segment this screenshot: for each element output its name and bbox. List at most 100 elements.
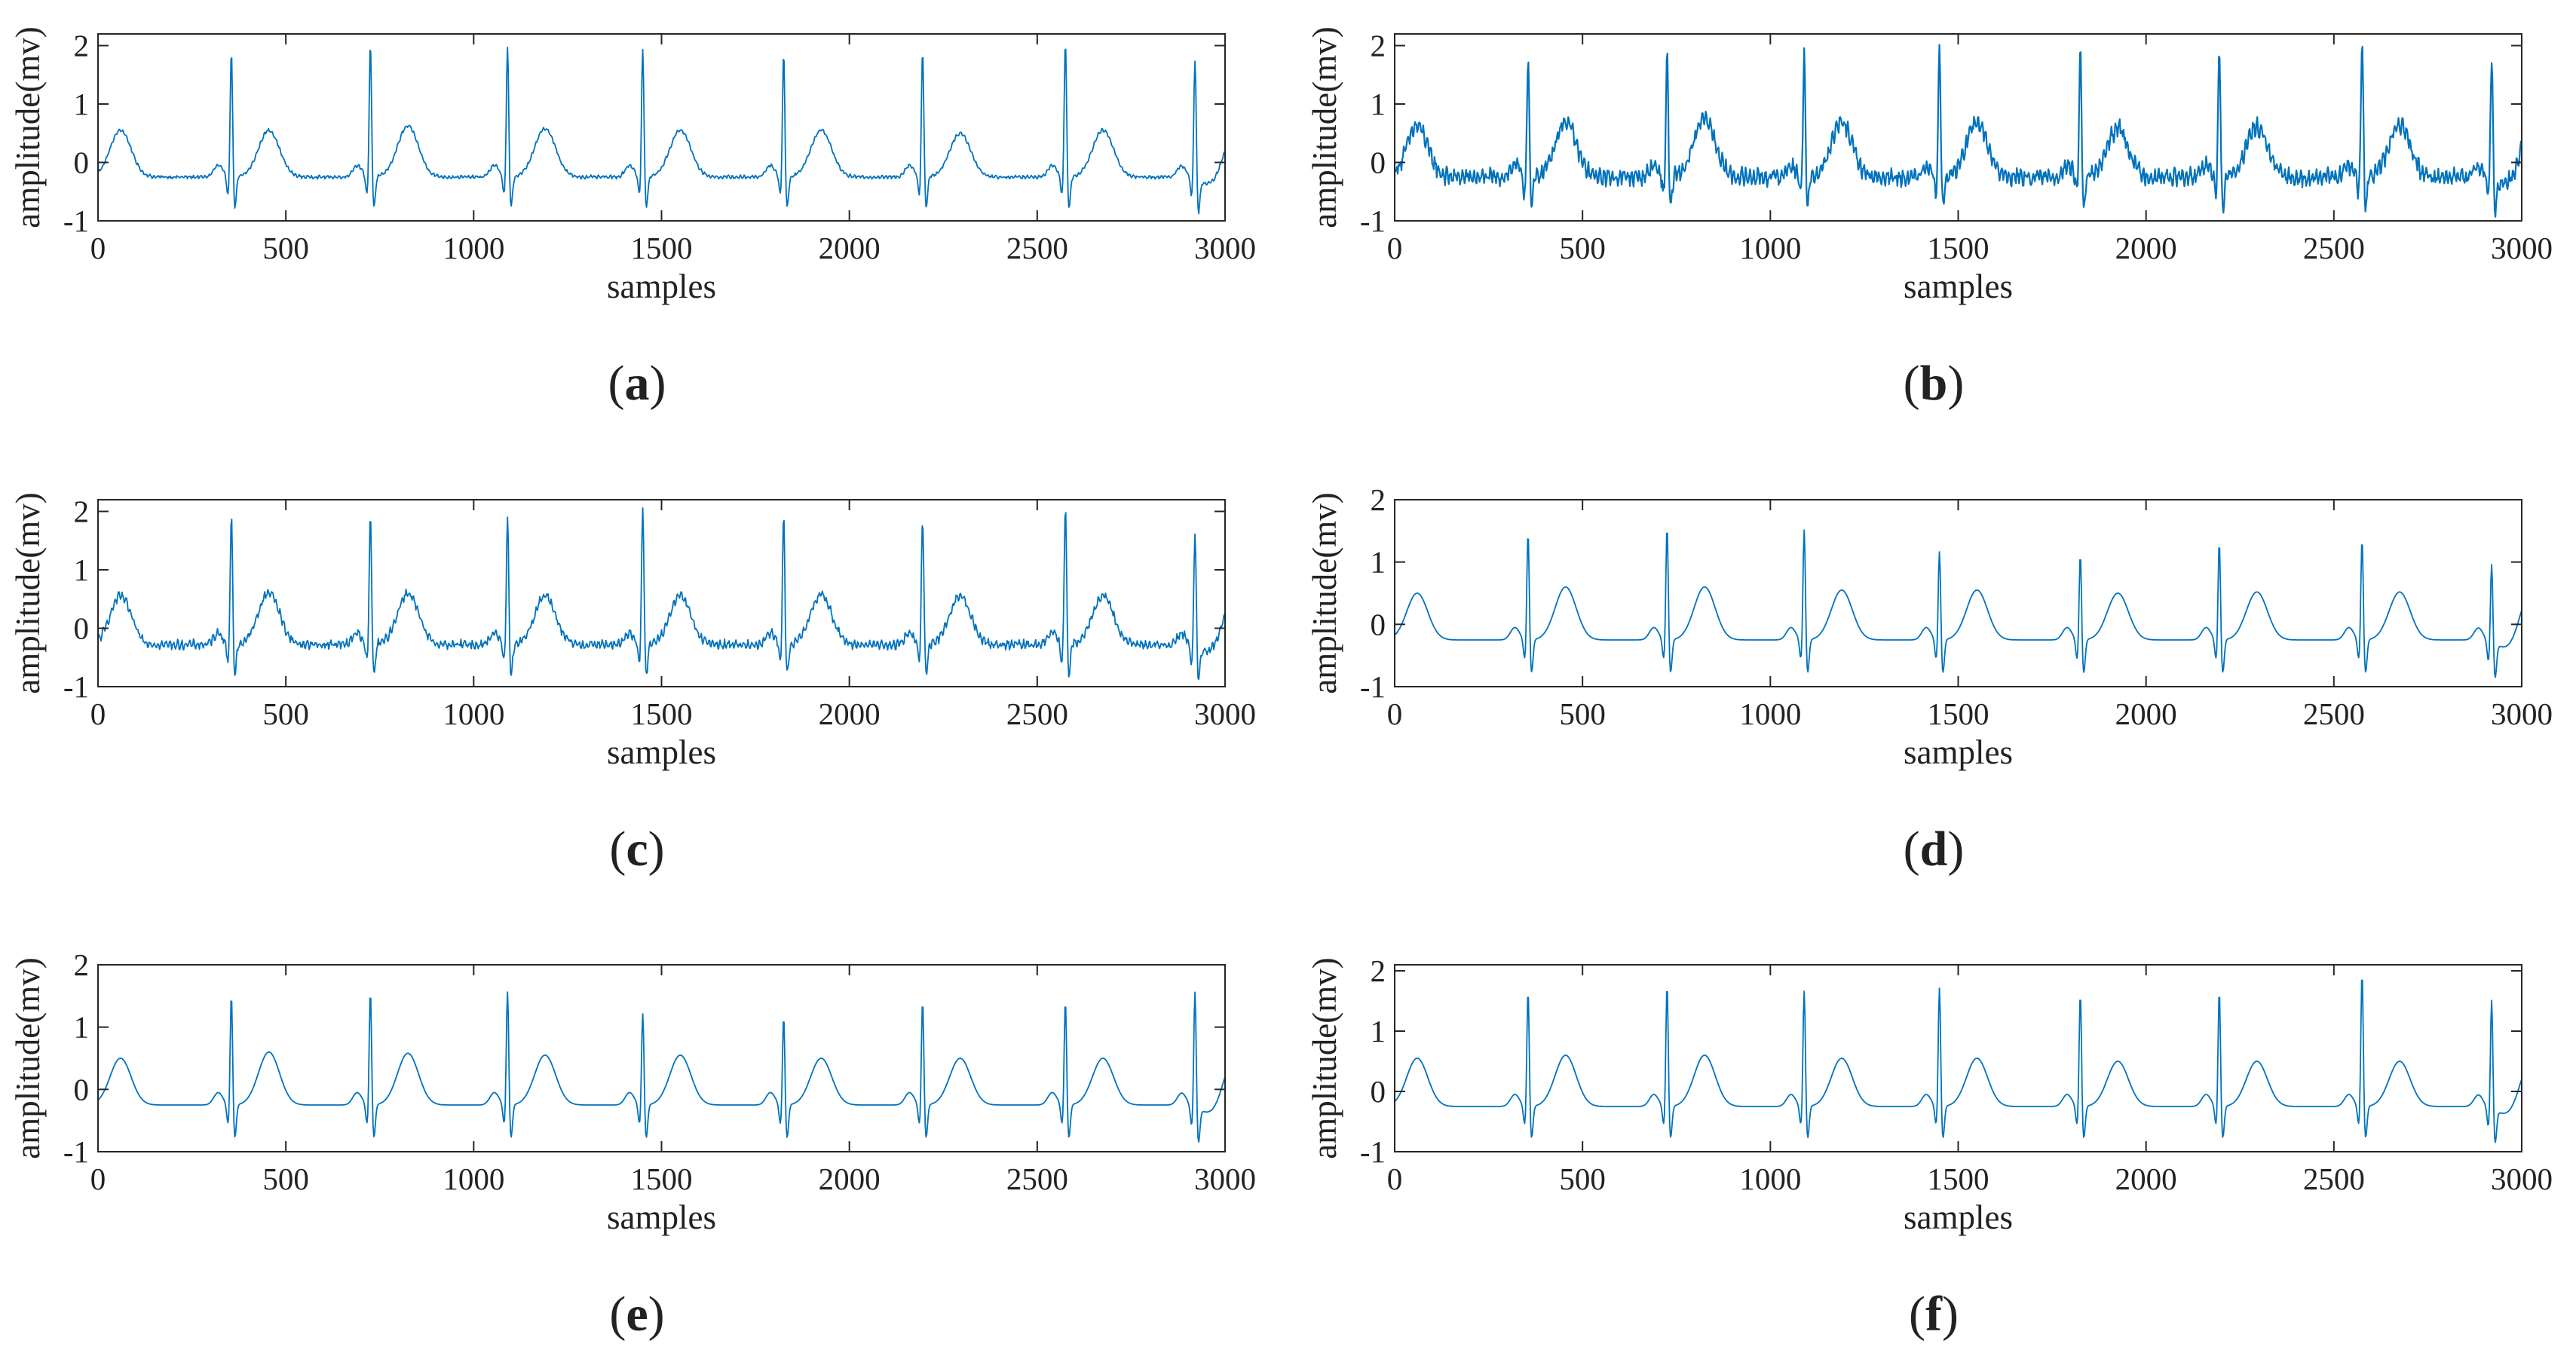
x-tick-label: 500	[262, 696, 309, 731]
chart-panel-c: 0 500 1000 1500 2000 2500 3000-1012samplesampl…	[9, 492, 1256, 877]
x-tick-label: 3000	[1194, 1162, 1256, 1196]
panel-label: (f)	[1909, 1287, 1959, 1342]
x-axis-label: samples	[1904, 733, 2013, 771]
x-tick-label: 1500	[1928, 1162, 1989, 1196]
y-tick-label: 0	[74, 145, 90, 180]
x-tick-label: 3000	[2491, 696, 2553, 731]
ecg-signal-line	[97, 991, 1226, 1143]
x-axis-label: samples	[607, 268, 716, 305]
y-tick-label: 0	[74, 1072, 90, 1106]
chart-panel-e: 0 500 1000 1500 2000 2500 3000-1012samplesampl…	[9, 947, 1256, 1342]
x-tick-label: 500	[1559, 696, 1606, 731]
y-tick-label: 0	[1371, 607, 1386, 641]
x-tick-label: 0	[1387, 231, 1403, 265]
x-tick-label: 500	[262, 1162, 309, 1196]
ecg-signal-line	[97, 46, 1226, 215]
x-tick-label: 1000	[1739, 696, 1801, 731]
axes-frame	[97, 964, 1226, 1152]
chart-panel-a: 0 500 1000 1500 2000 2500 3000-1012samplesampl…	[9, 26, 1256, 411]
x-tick-label: 2000	[2115, 1162, 2177, 1196]
y-tick-label: -1	[63, 204, 89, 238]
panel-label: (b)	[1904, 356, 1965, 411]
x-tick-label: 1500	[631, 1162, 693, 1196]
x-tick-label: 1500	[631, 231, 693, 265]
ecg-signal-line	[1394, 979, 2522, 1143]
panel-label: (e)	[609, 1287, 664, 1342]
y-axis-label: amplitude(mv)	[9, 492, 47, 693]
axes-frame	[97, 33, 1226, 222]
x-tick-label: 2000	[819, 696, 881, 731]
y-tick-label: 2	[1371, 29, 1386, 63]
x-tick-label: 1000	[443, 696, 504, 731]
y-tick-label: 1	[1371, 545, 1386, 580]
x-tick-label: 2500	[1006, 696, 1068, 731]
y-tick-label: 2	[1371, 953, 1386, 988]
x-tick-label: 0	[1387, 696, 1403, 731]
y-tick-label: 1	[74, 1010, 90, 1045]
x-axis-label: samples	[607, 1198, 716, 1236]
y-tick-label: 1	[1371, 87, 1386, 121]
chart-panel-d: 0 500 1000 1500 2000 2500 3000-1012samplesampl…	[1306, 482, 2553, 877]
y-tick-label: -1	[63, 1134, 89, 1169]
chart-panel-b: 0 500 1000 1500 2000 2500 3000-1012samplesampl…	[1306, 26, 2553, 411]
y-tick-label: 2	[74, 494, 90, 529]
y-axis-label: amplitude(mv)	[1306, 492, 1343, 693]
axes-frame	[1394, 964, 2522, 1152]
y-axis-label: amplitude(mv)	[1306, 26, 1343, 228]
x-tick-label: 1000	[443, 231, 504, 265]
axes-frame	[1394, 33, 2522, 222]
x-tick-label: 1500	[631, 696, 693, 731]
y-tick-label: 1	[74, 552, 90, 587]
y-tick-label: 1	[1371, 1014, 1386, 1048]
axes-frame	[1394, 499, 2522, 687]
y-tick-label: 0	[1371, 145, 1386, 180]
y-tick-label: 0	[1371, 1074, 1386, 1109]
x-tick-label: 0	[90, 1162, 106, 1196]
ecg-signal-line	[1394, 529, 2522, 678]
y-tick-label: 1	[74, 87, 90, 121]
ecg-signal-line	[97, 507, 1226, 681]
panel-label: (d)	[1904, 822, 1965, 877]
y-tick-label: 2	[74, 29, 90, 63]
y-tick-label: -1	[1360, 204, 1386, 238]
x-axis-label: samples	[607, 733, 716, 771]
x-tick-label: 1000	[443, 1162, 504, 1196]
x-tick-label: 500	[1559, 231, 1606, 265]
x-tick-label: 1000	[1739, 231, 1801, 265]
x-tick-label: 0	[1387, 1162, 1403, 1196]
x-tick-label: 2000	[819, 1162, 881, 1196]
x-tick-label: 2500	[2303, 1162, 2365, 1196]
chart-panel-f: 0 500 1000 1500 2000 2500 3000-1012samplesampl…	[1306, 953, 2553, 1342]
y-tick-label: -1	[1360, 1134, 1386, 1169]
x-tick-label: 3000	[1194, 231, 1256, 265]
y-axis-label: amplitude(mv)	[9, 957, 47, 1159]
x-tick-label: 3000	[2491, 231, 2553, 265]
x-tick-label: 2500	[1006, 1162, 1068, 1196]
x-axis-label: samples	[1904, 1198, 2013, 1236]
y-tick-label: -1	[63, 669, 89, 704]
y-axis-label: amplitude(mv)	[9, 26, 47, 228]
x-tick-label: 2500	[1006, 231, 1068, 265]
panel-label: (a)	[608, 356, 666, 411]
x-tick-label: 2500	[2303, 231, 2365, 265]
panel-label: (c)	[609, 822, 664, 877]
x-tick-label: 1500	[1928, 231, 1989, 265]
ecg-signal-line	[1393, 44, 2523, 218]
x-tick-label: 2500	[2303, 696, 2365, 731]
x-tick-label: 500	[1559, 1162, 1606, 1196]
x-tick-label: 3000	[1194, 696, 1256, 731]
x-tick-label: 1500	[1928, 696, 1989, 731]
x-tick-label: 500	[262, 231, 309, 265]
y-tick-label: 2	[1371, 482, 1386, 517]
x-tick-label: 2000	[819, 231, 881, 265]
x-tick-label: 3000	[2491, 1162, 2553, 1196]
x-tick-label: 0	[90, 231, 106, 265]
x-tick-label: 0	[90, 696, 106, 731]
x-tick-label: 1000	[1739, 1162, 1801, 1196]
x-axis-label: samples	[1904, 268, 2013, 305]
x-tick-label: 2000	[2115, 696, 2177, 731]
y-tick-label: 0	[74, 611, 90, 646]
y-axis-label: amplitude(mv)	[1306, 957, 1343, 1159]
y-tick-label: -1	[1360, 669, 1386, 704]
